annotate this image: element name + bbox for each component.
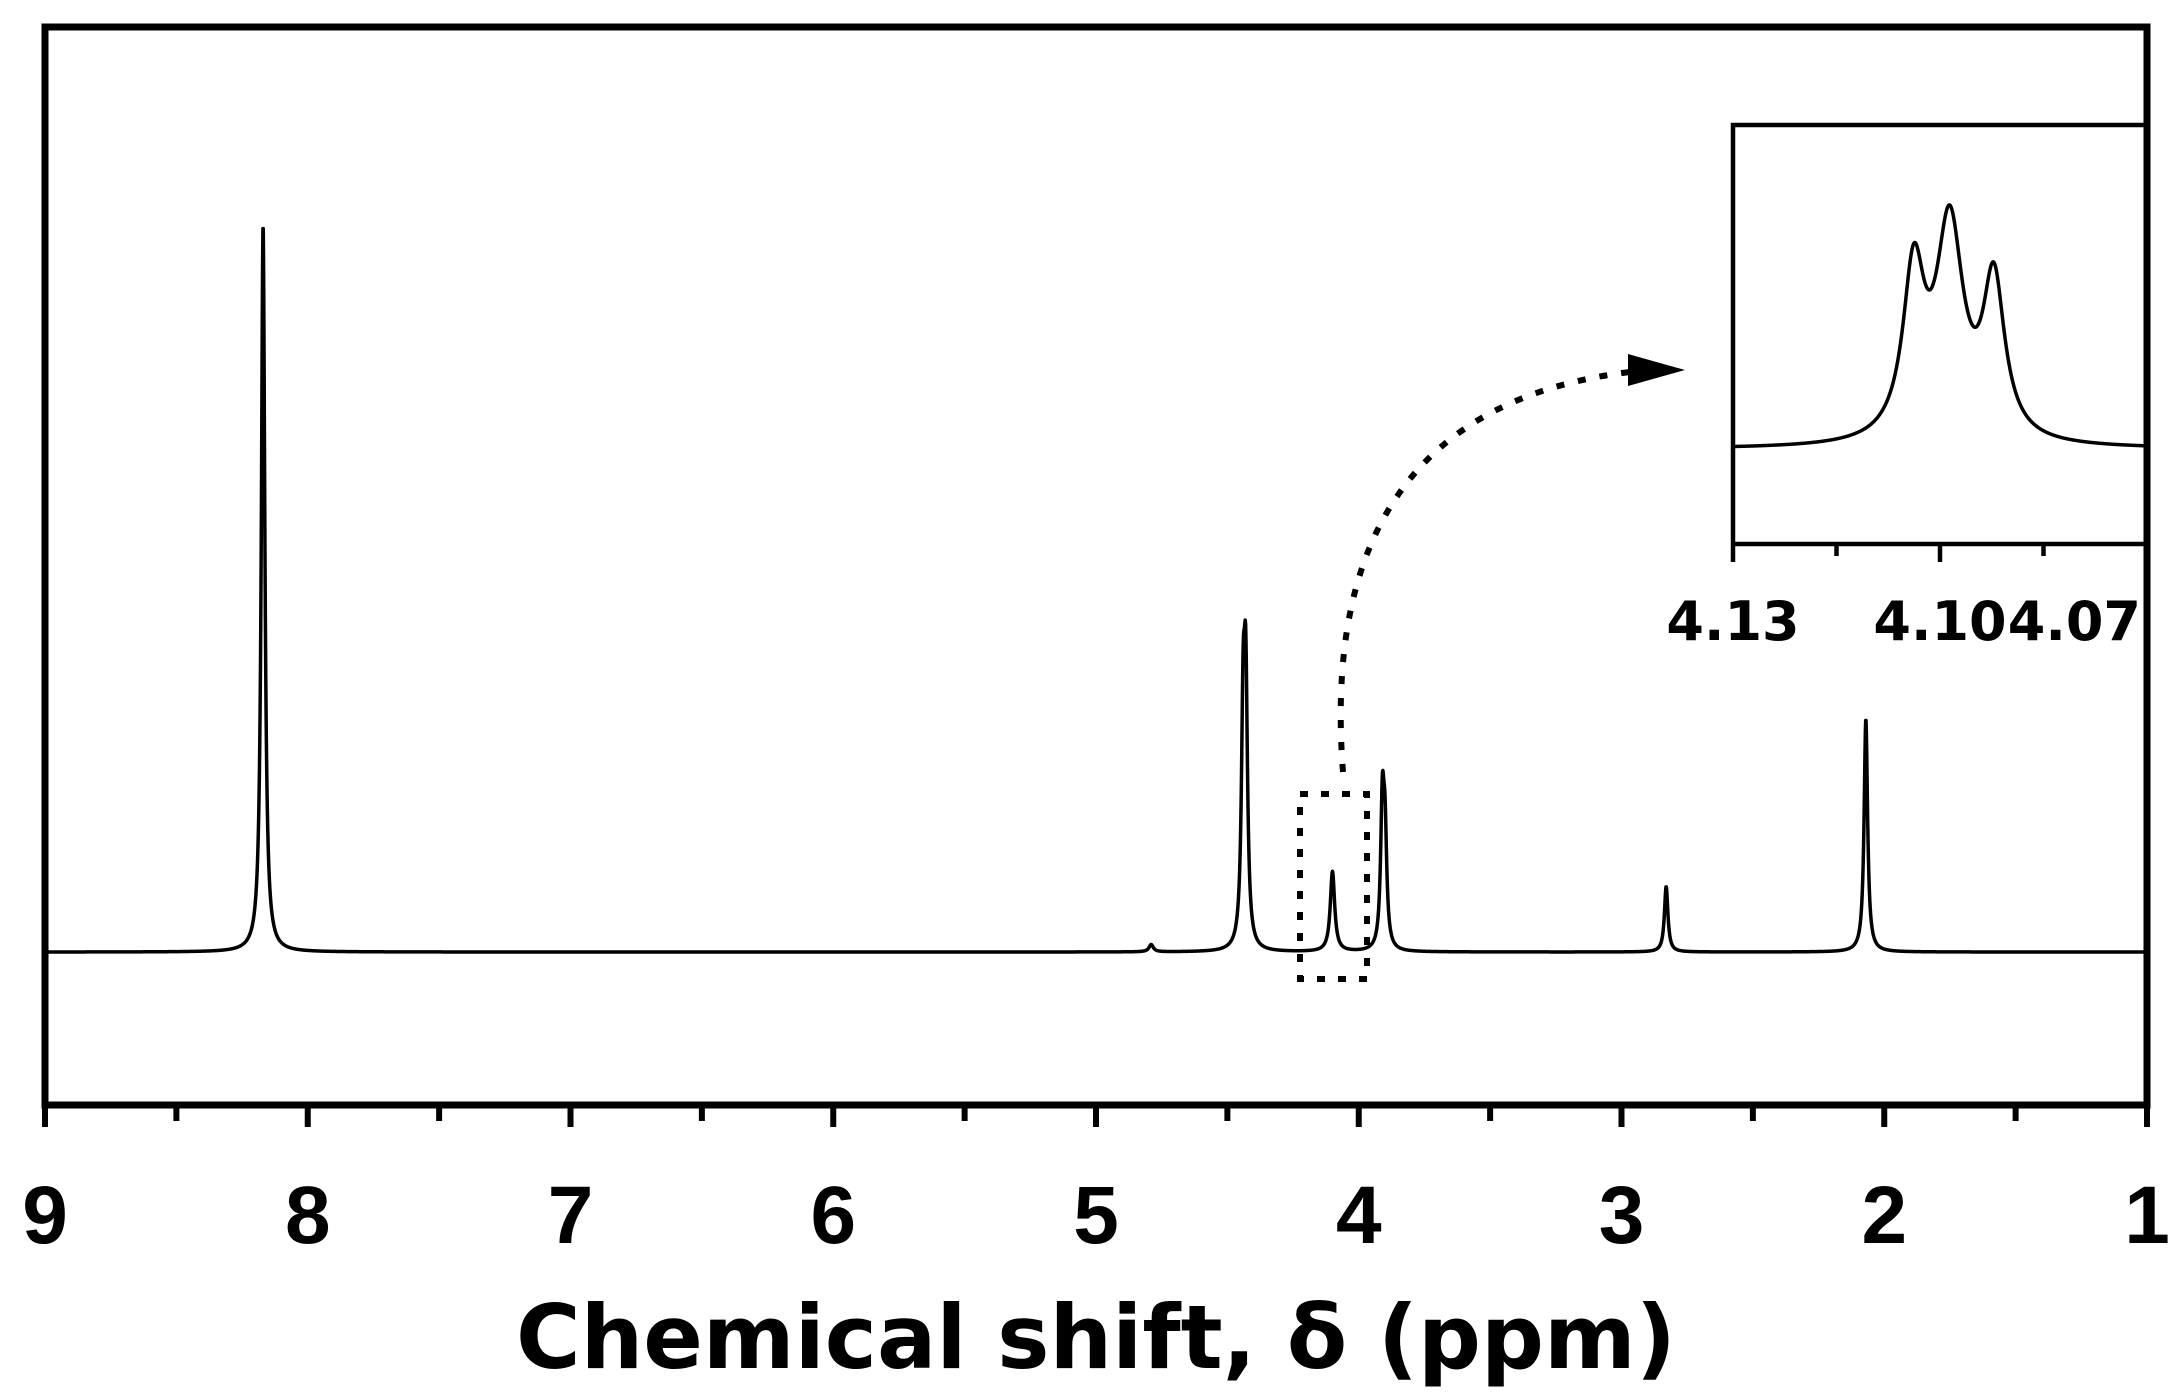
inset-frame [1730,122,2150,544]
main-x-tick-labels: 9 8 7 6 5 4 3 2 1 [22,1170,2170,1261]
inset-x-ticks [1730,544,2150,562]
main-x-tick-label: 1 [2124,1170,2170,1261]
inset-spectrum-line [1731,203,2149,449]
inset-panel: 4.13 4.10 4.07 [1666,122,2150,653]
main-x-tick-label: 3 [1599,1170,1645,1261]
main-x-tick-label: 6 [810,1170,856,1261]
inset-x-tick-labels: 4.13 4.10 4.07 [1666,590,2141,653]
inset-x-tick-label: 4.10 [1873,590,2006,653]
main-plot-frame [41,23,2151,1109]
zoom-arrow-head [1628,354,1685,386]
zoom-arrow-curve [1337,369,1631,773]
main-x-tick-label: 7 [548,1170,594,1261]
main-x-tick-label: 5 [1073,1170,1119,1261]
main-spectrum-line [43,226,2149,954]
inset-x-tick-label: 4.07 [2008,590,2141,653]
inset-x-tick-label: 4.13 [1666,590,1799,653]
main-x-tick-label: 8 [285,1170,331,1261]
main-x-tick-label: 2 [1861,1170,1907,1261]
main-x-ticks [42,1105,2150,1127]
main-x-tick-label: 4 [1336,1170,1382,1261]
main-x-tick-label: 9 [22,1170,68,1261]
x-axis-title: Chemical shift, δ (ppm) [516,1286,1676,1389]
